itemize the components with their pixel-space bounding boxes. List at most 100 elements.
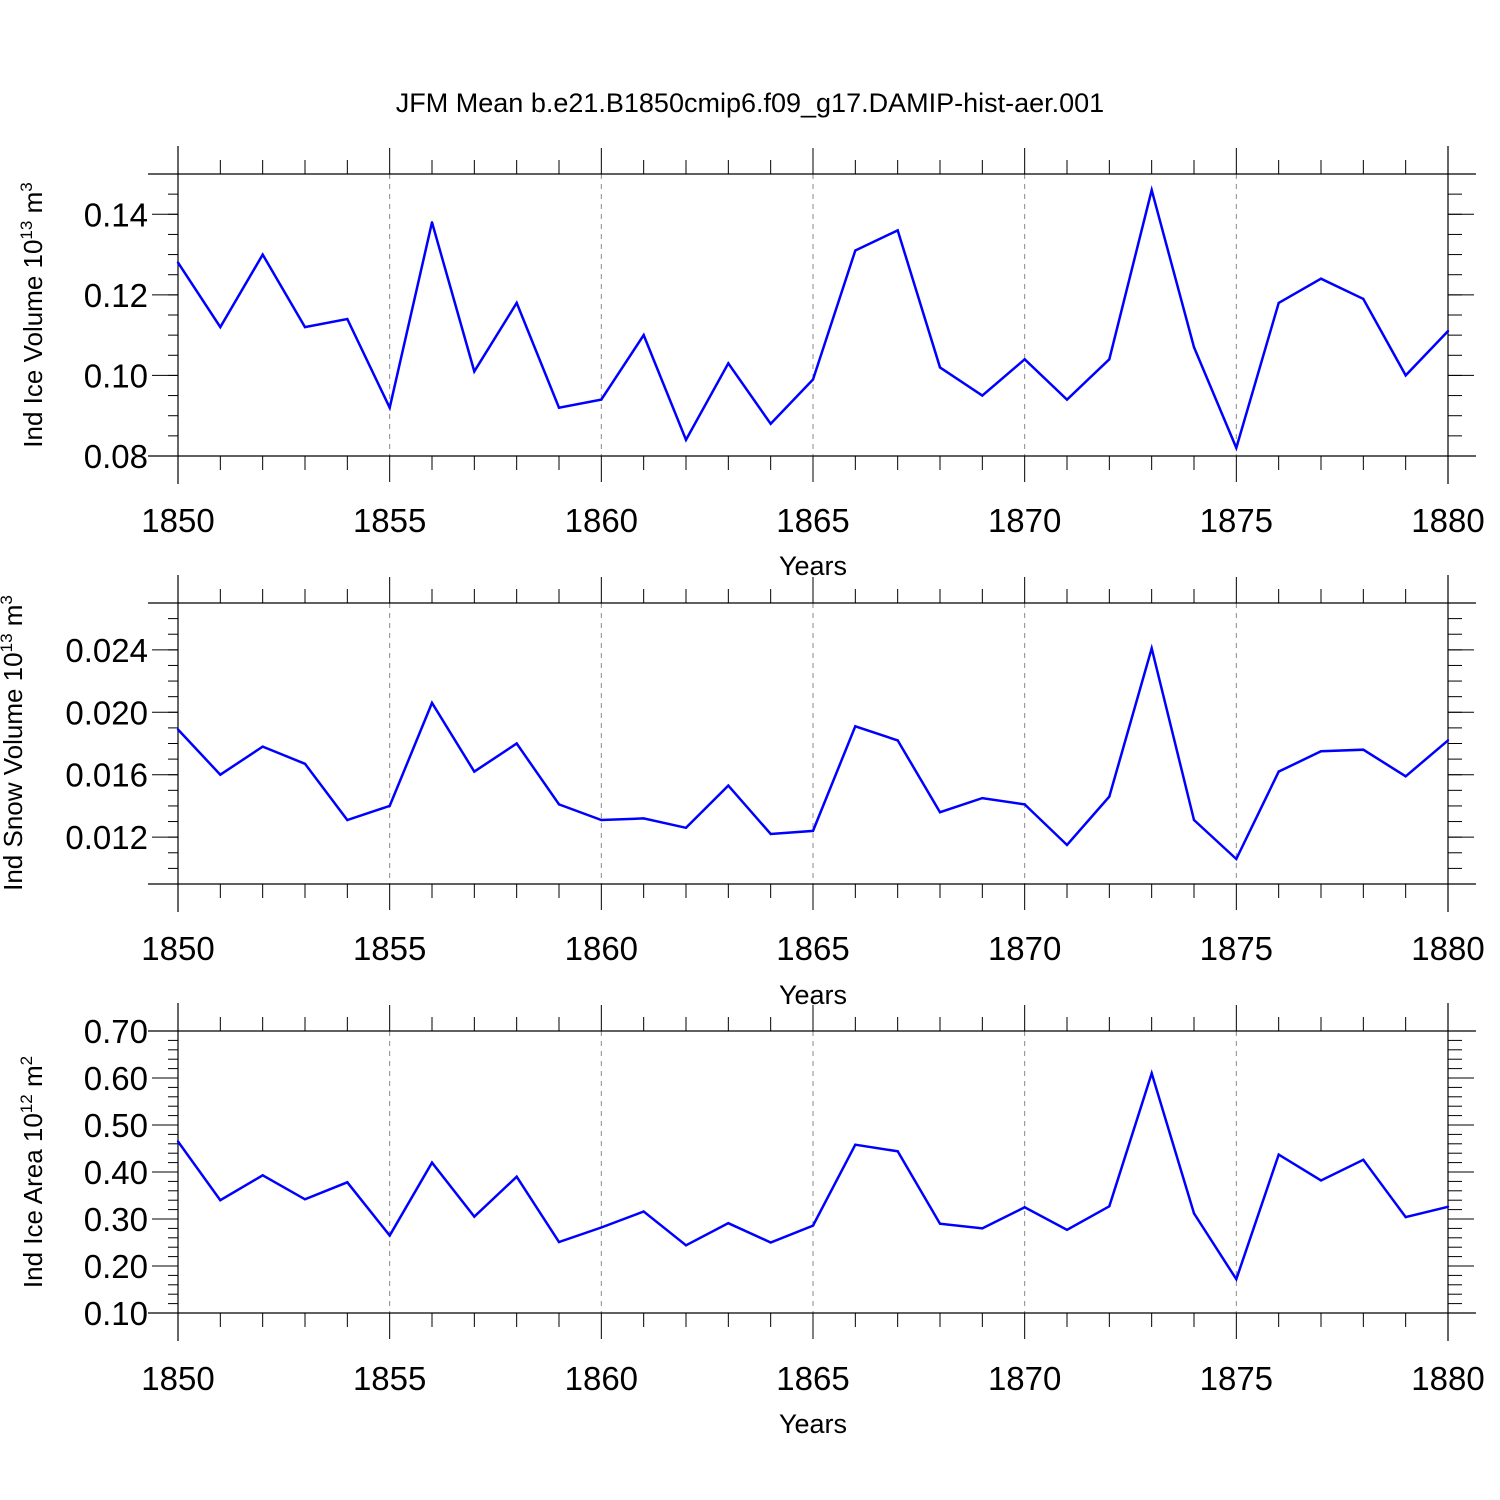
x-axis-label: Years [779, 551, 847, 581]
x-tick-label: 1870 [988, 1360, 1061, 1397]
data-point [430, 701, 434, 705]
data-point [1023, 803, 1026, 806]
data-point [515, 301, 518, 305]
data-point [1319, 277, 1323, 280]
data-point [896, 229, 899, 232]
x-tick-label: 1880 [1411, 502, 1484, 539]
data-point [1235, 857, 1238, 861]
data-point [854, 725, 857, 728]
data-point [1277, 1153, 1280, 1156]
data-point [261, 745, 264, 748]
data-point [557, 803, 561, 806]
data-point [1446, 739, 1450, 742]
data-point [1404, 374, 1407, 377]
data-point [1192, 818, 1196, 822]
data-point [1446, 1205, 1450, 1208]
data-point [684, 1244, 688, 1247]
data-point [600, 1226, 603, 1229]
data-point [388, 406, 391, 409]
data-point [219, 1199, 222, 1202]
data-point [811, 378, 815, 381]
data-point [176, 728, 180, 731]
data-point [1108, 1205, 1111, 1208]
data-point [769, 422, 772, 425]
data-point [684, 438, 688, 442]
x-tick-label: 1875 [1200, 502, 1273, 539]
data-point [1192, 1212, 1196, 1215]
data-point [684, 826, 688, 829]
data-point [346, 317, 349, 321]
x-tick-label: 1860 [565, 930, 638, 967]
y-tick-label: 0.50 [84, 1107, 148, 1144]
data-point [303, 325, 307, 329]
data-point [1108, 795, 1111, 798]
x-tick-label: 1870 [988, 930, 1061, 967]
data-point [854, 249, 857, 252]
data-point [642, 333, 645, 337]
y-axis-label: Ind Ice Area 1012 m2 [17, 1056, 48, 1288]
data-point [1277, 770, 1280, 773]
panel-1: 0.08 0.10 0.12 0.14 1850 1855 1860 1865 1870 1875… [17, 146, 1485, 581]
y-tick-label: 0.016 [65, 757, 148, 794]
y-tick-label: 0.024 [65, 632, 148, 669]
data-point [515, 1175, 518, 1178]
data-point [261, 1174, 264, 1177]
data-point [557, 1240, 561, 1244]
x-tick-label: 1855 [353, 1360, 426, 1397]
x-tick-label: 1855 [353, 502, 426, 539]
y-tick-label: 0.10 [84, 357, 148, 394]
data-point [430, 1161, 434, 1164]
y-tick-label: 0.08 [84, 438, 148, 475]
data-point [473, 1215, 476, 1218]
y-tick-label: 0.10 [84, 1295, 148, 1332]
y-tick-label: 0.30 [84, 1201, 148, 1238]
data-point [1023, 1206, 1026, 1209]
data-point [1108, 358, 1111, 361]
data-point [1362, 297, 1365, 301]
data-point [981, 1227, 984, 1230]
data-point [1277, 301, 1280, 305]
data-point [430, 221, 434, 224]
data-point [473, 370, 476, 373]
x-tick-label: 1870 [988, 502, 1061, 539]
panel-2: 0.012 0.016 0.020 0.024 1850 1855 1860 1865 1870… [0, 575, 1485, 1010]
data-point [176, 1140, 180, 1143]
data-point [600, 398, 603, 401]
data-point [938, 366, 942, 369]
data-point [1362, 1158, 1365, 1161]
data-point [938, 810, 942, 814]
data-point [1319, 1179, 1323, 1182]
data-point [981, 796, 984, 800]
y-tick-label: 0.14 [84, 196, 148, 233]
data-point [811, 829, 815, 833]
data-point [557, 406, 561, 409]
data-point [1192, 346, 1196, 349]
data-point [981, 394, 984, 397]
data-point [261, 253, 264, 256]
data-point [642, 1210, 645, 1213]
x-tick-label: 1850 [141, 930, 214, 967]
x-axis-label: Years [779, 1409, 847, 1439]
data-point [219, 325, 222, 329]
x-tick-label: 1865 [776, 502, 849, 539]
data-point [1404, 775, 1407, 778]
data-point [1065, 1228, 1069, 1232]
x-tick-label: 1850 [141, 502, 214, 539]
y-tick-label: 0.020 [65, 694, 148, 731]
y-tick-label: 0.40 [84, 1154, 148, 1191]
data-point [1235, 1277, 1238, 1281]
data-point [854, 1143, 857, 1146]
data-point [346, 1181, 349, 1184]
data-point [1404, 1215, 1407, 1219]
y-tick-label: 0.20 [84, 1248, 148, 1285]
data-point [727, 362, 730, 365]
data-point [1150, 647, 1153, 650]
data-point [1023, 358, 1026, 361]
data-point [176, 261, 180, 264]
data-point [600, 818, 603, 822]
data-point [219, 773, 222, 776]
data-point [303, 762, 307, 765]
x-tick-label: 1865 [776, 930, 849, 967]
data-point [727, 1222, 730, 1225]
data-point [1319, 750, 1323, 753]
